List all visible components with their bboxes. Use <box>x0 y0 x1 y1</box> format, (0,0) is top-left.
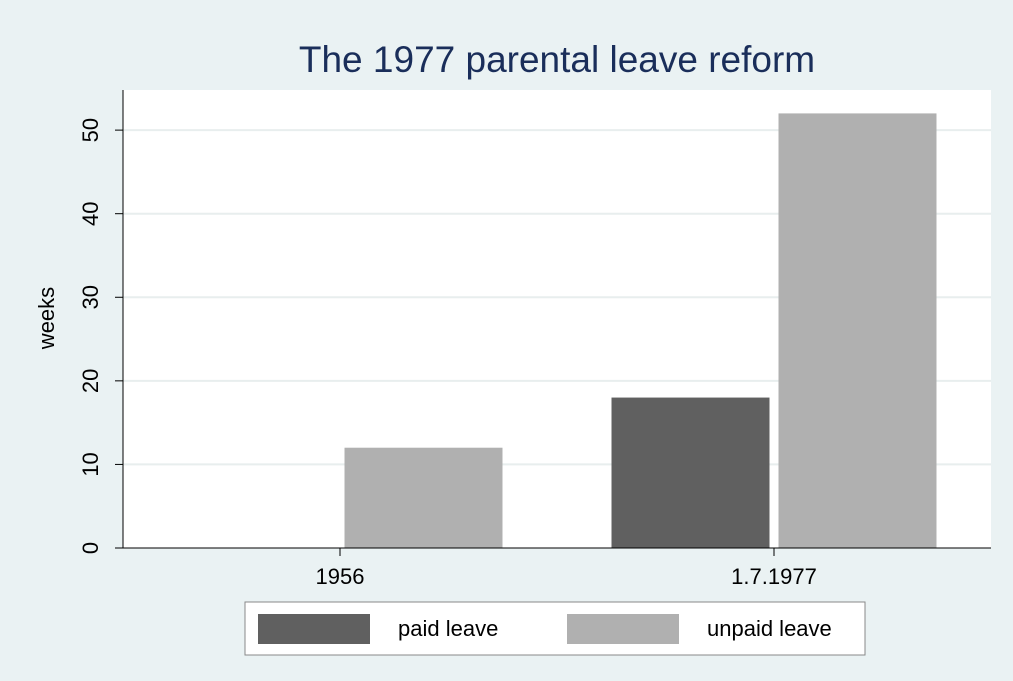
y-tick-label: 20 <box>78 369 103 393</box>
legend-swatch <box>258 614 370 644</box>
chart-title: The 1977 parental leave reform <box>299 39 815 80</box>
legend-label: paid leave <box>398 616 498 641</box>
y-tick-label: 50 <box>78 118 103 142</box>
x-tick-label: 1956 <box>316 564 365 589</box>
bar <box>778 113 937 548</box>
x-tick-label: 1.7.1977 <box>731 564 817 589</box>
y-tick-label: 40 <box>78 201 103 225</box>
y-tick-label: 10 <box>78 452 103 476</box>
legend-label: unpaid leave <box>707 616 832 641</box>
legend-swatch <box>567 614 679 644</box>
y-tick-label: 30 <box>78 285 103 309</box>
y-axis-label: weeks <box>34 287 59 350</box>
bar <box>344 447 503 548</box>
y-tick-label: 0 <box>78 542 103 554</box>
bar <box>611 397 770 548</box>
